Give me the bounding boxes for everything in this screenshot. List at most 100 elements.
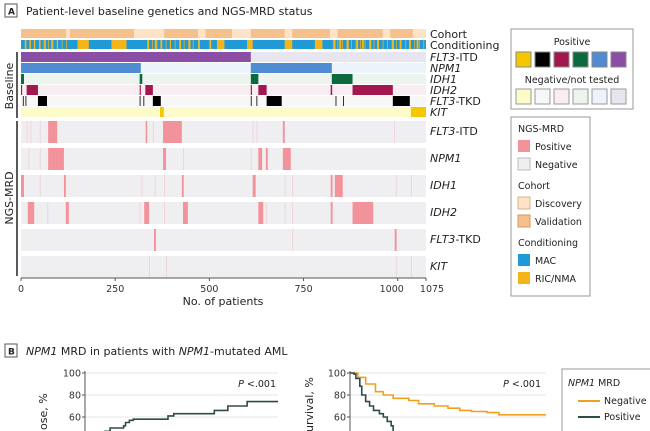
legend-swatch-mrd-positive	[518, 140, 530, 152]
ngs-mrd-label: NGS-MRD	[3, 171, 16, 224]
baseline-positive-flt3-tkd	[22, 96, 24, 106]
conditioning-ric-segment	[154, 40, 157, 49]
conditioning-ric-segment	[361, 40, 364, 49]
mrd-faint-idh1	[292, 175, 294, 197]
x-tick-label: 500	[200, 284, 218, 295]
legend-mrd-cohort-conditioning: NGS-MRD Positive Negative Cohort Discove…	[510, 116, 591, 297]
conditioning-ric-segment	[369, 40, 370, 49]
cohort-validation-segment	[21, 29, 67, 38]
y-tick-label: 80	[334, 391, 346, 402]
mrd-label-kit: KIT	[430, 260, 448, 273]
conditioning-ric-segment	[44, 40, 46, 49]
conditioning-ric-segment	[364, 40, 366, 49]
mrd-track-kit	[21, 256, 426, 278]
mrd-positive-idh2	[183, 202, 188, 224]
conditioning-ric-segment	[198, 40, 200, 49]
mrd-positive-flt3-tkd	[153, 229, 156, 251]
baseline-positive-idh2	[145, 85, 153, 95]
cohort-validation-segment	[292, 29, 330, 38]
legend-negative-swatch-npm1	[591, 88, 608, 105]
conditioning-ric-segment	[183, 40, 185, 49]
conditioning-ric-segment	[247, 40, 253, 49]
mrd-faint-flt3-itd	[393, 121, 395, 143]
mrd-positive-idh2	[352, 202, 374, 224]
conditioning-ric-segment	[414, 40, 416, 49]
panel-a-title: Patient-level baseline genetics and NGS-…	[26, 5, 313, 18]
conditioning-ric-segment	[165, 40, 167, 49]
mrd-positive-flt3-itd	[163, 121, 182, 143]
mrd-label-flt3-tkd: FLT3-TKD	[430, 233, 481, 246]
track-label-npm1: NPM1	[430, 62, 461, 75]
panel-b-letter: B	[8, 348, 15, 358]
mrd-faint-idh1	[141, 175, 143, 197]
conditioning-ric-segment	[52, 40, 54, 49]
mrd-label-idh2: IDH2	[430, 206, 457, 219]
mrd-positive-npm1	[258, 148, 263, 170]
conditioning-ric-segment	[351, 40, 352, 49]
right-p-value: P <.001	[503, 379, 541, 390]
mrd-positive-idh1	[181, 175, 184, 197]
mrd-positive-idh1	[330, 175, 333, 197]
legend-negative-swatch-idh2	[553, 88, 570, 105]
x-tick-label: 0	[18, 284, 24, 295]
x-ticks: 0 250 500 750 1000 1075	[18, 278, 444, 295]
baseline-positive-idh2	[258, 85, 267, 95]
conditioning-ric-segment	[147, 40, 149, 49]
conditioning-ric-segment	[409, 40, 411, 49]
conditioning-ric-segment	[111, 40, 127, 49]
legend-mrd-negative: Negative	[535, 160, 578, 171]
y-tick-label: 60	[69, 413, 81, 424]
mrd-faint-idh2	[139, 202, 141, 224]
conditioning-ric-segment	[373, 40, 375, 49]
mrd-faint-flt3-itd	[152, 121, 154, 143]
left-p-value: P <.001	[238, 379, 276, 390]
legend-positive-swatches	[515, 51, 627, 68]
track-label-flt3-tkd: FLT3-TKD	[430, 95, 481, 108]
mrd-faint-flt3-itd	[252, 121, 254, 143]
mrd-track-flt3-tkd	[21, 229, 426, 251]
legend-positive-swatch-npm1	[591, 51, 608, 68]
mrd-faint-flt3-itd	[256, 121, 258, 143]
track-label-kit: KIT	[430, 106, 448, 119]
conditioning-ric-segment	[48, 40, 49, 49]
conditioning-ric-segment	[418, 40, 420, 49]
baseline-positive-flt3-tkd	[25, 96, 27, 106]
conditioning-ric-segment	[355, 40, 357, 49]
x-axis-label: No. of patients	[183, 295, 264, 308]
mrd-positive-idh1	[21, 175, 25, 197]
mrd-positive-idh1	[63, 175, 66, 197]
mrd-faint-idh1	[39, 175, 41, 197]
baseline-positive-npm1	[21, 63, 141, 73]
mrd-faint-flt3-itd	[30, 121, 32, 143]
conditioning-ric-segment	[61, 40, 63, 49]
mrd-faint-idh1	[410, 175, 412, 197]
conditioning-ric-segment	[39, 40, 40, 49]
baseline-positive-flt3-tkd	[343, 96, 344, 106]
baseline-positive-kit	[410, 107, 426, 117]
x-tick-label: 1000	[380, 284, 404, 295]
cohort-validation-segment	[250, 29, 285, 38]
conditioning-ric-segment	[51, 40, 53, 49]
conditioning-ric-segment	[382, 40, 384, 49]
conditioning-ric-segment	[392, 40, 394, 49]
conditioning-ric-segment	[284, 40, 293, 49]
legend-ric-nma: RIC/NMA	[535, 274, 577, 285]
mrd-faint-flt3-tkd	[292, 229, 294, 251]
legend-swatch-mac	[518, 254, 530, 266]
km-series-positive	[104, 400, 278, 431]
legend-positive-swatch-idh1	[572, 51, 589, 68]
mrd-label-flt3-itd: FLT3-ITD	[430, 125, 478, 138]
legend-mac: MAC	[535, 256, 557, 267]
legend-positive-swatch-kit	[515, 51, 532, 68]
conditioning-ric-segment	[43, 40, 45, 49]
conditioning-ric-segment	[152, 40, 153, 49]
conditioning-ric-segment	[400, 40, 402, 49]
conditioning-ric-segment	[66, 40, 68, 49]
legend-negative-swatch-flt3_tkd	[534, 88, 551, 105]
conditioning-ric-segment	[399, 40, 402, 49]
track-label-cohort: Cohort	[430, 28, 468, 41]
mrd-positive-npm1	[163, 148, 167, 170]
baseline-positive-idh2	[21, 85, 23, 95]
baseline-positive-idh2	[330, 85, 333, 95]
track-labels: Cohort Conditioning FLT3-ITD NPM1 IDH1 I…	[430, 28, 500, 273]
